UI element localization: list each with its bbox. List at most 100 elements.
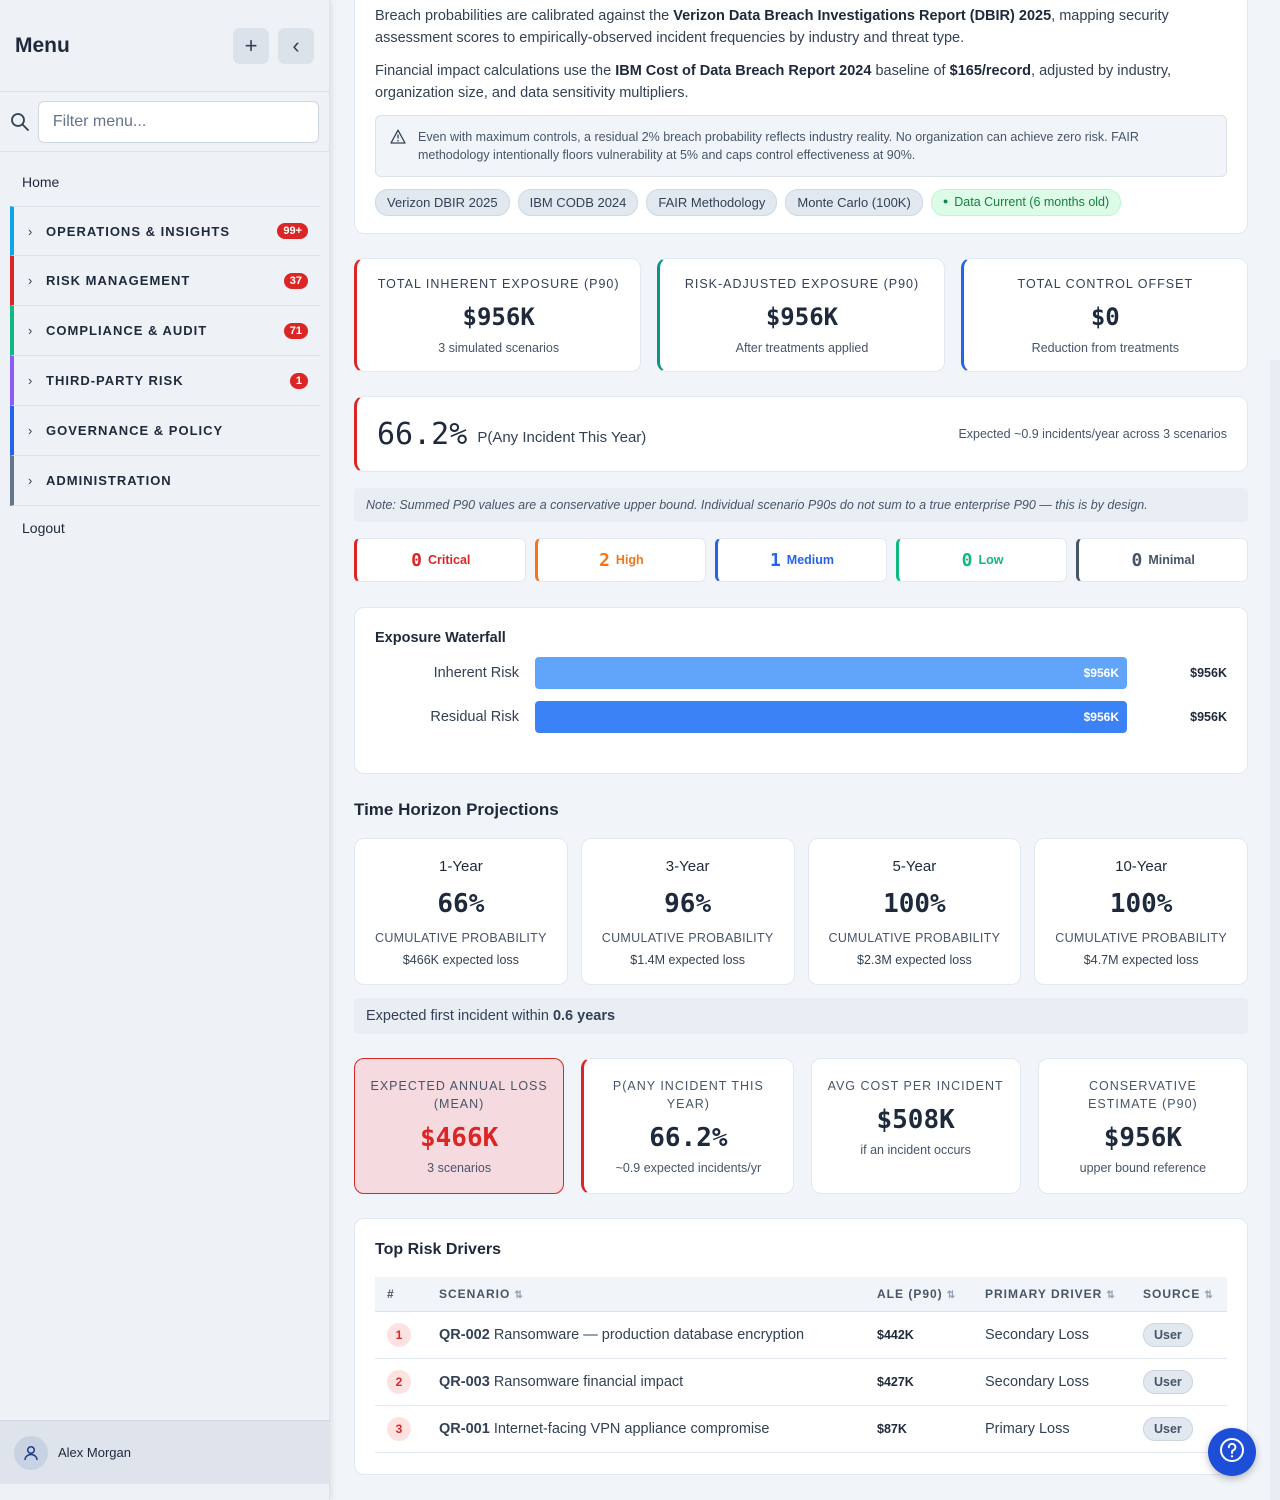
incident-probability-card: P(ANY INCIDENT THIS YEAR) 66.2% ~0.9 exp… xyxy=(581,1058,794,1194)
scenario-id[interactable]: QR-003 xyxy=(439,1373,490,1390)
count-badge: 99+ xyxy=(277,223,308,239)
collapse-sidebar-button[interactable]: ‹ xyxy=(278,27,314,64)
horizon-expected-loss: $2.3M expected loss xyxy=(857,953,972,967)
waterfall-label: Inherent Risk xyxy=(433,665,519,681)
kpi-value: $956K xyxy=(462,303,535,331)
horizon-card-3-year: 3-Year 96% CUMULATIVE PROBABILITY $1.4M … xyxy=(580,838,795,985)
source-badge: User xyxy=(1143,1416,1193,1441)
column-header-primary-driver[interactable]: PRIMARY DRIVER ⇅ xyxy=(973,1277,1131,1312)
add-button[interactable]: + xyxy=(233,27,269,64)
sidebar-group-operations-insights[interactable]: › OPERATIONS & INSIGHTS 99+ xyxy=(10,206,320,256)
sidebar-group-administration[interactable]: › ADMINISTRATION xyxy=(10,456,320,506)
sidebar-item-home[interactable]: Home xyxy=(22,174,60,190)
sort-icon[interactable]: ⇅ xyxy=(946,1289,957,1301)
scrollbar[interactable] xyxy=(1270,360,1280,1500)
time-horizon-title: Time Horizon Projections xyxy=(354,800,559,819)
scenario-name[interactable]: Ransomware financial impact xyxy=(493,1373,684,1390)
table-row[interactable]: 3 QR-001 Internet-facing VPN appliance c… xyxy=(375,1405,1227,1453)
sort-icon[interactable]: ⇅ xyxy=(514,1289,524,1301)
column-header-ale[interactable]: ALE (P90) ⇅ xyxy=(865,1277,973,1312)
horizon-expected-loss: $4.7M expected loss xyxy=(1083,953,1199,967)
severity-count: 0 xyxy=(411,549,423,571)
sort-icon[interactable]: ⇅ xyxy=(1204,1289,1214,1301)
severity-high[interactable]: 2 High xyxy=(534,538,707,582)
help-button[interactable] xyxy=(1208,1428,1256,1476)
severity-critical[interactable]: 0 Critical xyxy=(354,538,526,582)
waterfall-track: $956K xyxy=(535,657,1127,689)
waterfall-bar: $956K xyxy=(535,701,1127,733)
severity-label: High xyxy=(615,553,644,567)
kpi-label: RISK-ADJUSTED EXPOSURE (P90) xyxy=(684,277,920,291)
scenario-name[interactable]: Ransomware — production database encrypt… xyxy=(493,1326,805,1343)
group-label: COMPLIANCE & AUDIT xyxy=(46,323,208,338)
scenario-name[interactable]: Internet-facing VPN appliance compromise xyxy=(493,1420,770,1437)
sort-icon[interactable]: ⇅ xyxy=(1106,1289,1116,1301)
severity-medium[interactable]: 1 Medium xyxy=(715,538,887,582)
top-risk-drivers: Top Risk Drivers # SCENARIO ⇅ ALE (P90) ⇅ … xyxy=(354,1218,1248,1475)
kpi-value: $0 xyxy=(1090,303,1120,331)
count-badge: 71 xyxy=(283,322,308,339)
kpi-subtext: 3 simulated scenarios xyxy=(438,341,560,355)
column-header-source[interactable]: SOURCE ⇅ xyxy=(1131,1277,1227,1312)
column-header-rank: # xyxy=(375,1277,427,1312)
search-icon xyxy=(10,112,38,132)
summary-label: CONSERVATIVE ESTIMATE (P90) xyxy=(1088,1079,1198,1111)
severity-minimal[interactable]: 0 Minimal xyxy=(1076,538,1248,582)
horizon-label: CUMULATIVE PROBABILITY xyxy=(375,931,547,945)
ale-value: $442K xyxy=(865,1311,973,1359)
user-name: Alex Morgan xyxy=(58,1445,131,1460)
waterfall-bar: $956K xyxy=(535,657,1127,689)
summary-label: AVG COST PER INCIDENT xyxy=(827,1079,1004,1093)
scenario-id[interactable]: QR-002 xyxy=(439,1326,490,1343)
severity-counts: 0 Critical 2 High 1 Medium 0 Low 0 Minimal xyxy=(354,538,1248,582)
waterfall-label: Residual Risk xyxy=(430,709,519,725)
loss-summary-cards: EXPECTED ANNUAL LOSS (MEAN) $466K 3 scen… xyxy=(354,1058,1248,1194)
help-icon xyxy=(1219,1437,1245,1468)
filter-menu-input[interactable] xyxy=(37,100,319,143)
kpi-subtext: Reduction from treatments xyxy=(1031,341,1179,355)
sidebar-group-third-party-risk[interactable]: › THIRD-PARTY RISK 1 xyxy=(10,356,320,406)
logout-link[interactable]: Logout xyxy=(22,520,65,536)
chevron-right-icon: › xyxy=(28,473,33,488)
sidebar-title: Menu xyxy=(15,33,70,57)
group-label: THIRD-PARTY RISK xyxy=(46,373,184,388)
severity-low[interactable]: 0 Low xyxy=(895,538,1068,582)
group-label: GOVERNANCE & POLICY xyxy=(46,423,224,438)
sidebar-header: Menu + ‹ xyxy=(0,0,329,92)
source-pill: IBM CODB 2024 xyxy=(517,189,639,216)
summary-value: 66.2% xyxy=(649,1123,728,1153)
rank-badge: 1 xyxy=(387,1322,411,1347)
source-badge: User xyxy=(1143,1322,1193,1347)
chevron-right-icon: › xyxy=(28,273,33,288)
horizon-period: 1-Year xyxy=(439,858,483,875)
ibm-paragraph: Financial impact calculations use the IB… xyxy=(375,63,1172,101)
group-label: RISK MANAGEMENT xyxy=(46,273,191,288)
time-horizon-cards: 1-Year 66% CUMULATIVE PROBABILITY $466K … xyxy=(354,838,1248,985)
waterfall-end-value: $956K xyxy=(1190,666,1227,680)
primary-driver: Secondary Loss xyxy=(973,1311,1131,1359)
chevron-right-icon: › xyxy=(28,323,33,338)
sidebar-group-governance-policy[interactable]: › GOVERNANCE & POLICY xyxy=(10,406,320,456)
severity-label: Low xyxy=(978,553,1004,567)
horizon-period: 5-Year xyxy=(892,858,937,875)
source-pill: FAIR Methodology xyxy=(646,189,778,216)
source-pill: Verizon DBIR 2025 xyxy=(375,189,510,216)
horizon-value: 100% xyxy=(883,889,946,919)
primary-driver: Primary Loss xyxy=(973,1405,1131,1453)
severity-count: 2 xyxy=(599,549,610,571)
table-row[interactable]: 2 QR-003 Ransomware financial impact $42… xyxy=(375,1358,1227,1406)
column-header-scenario[interactable]: SCENARIO ⇅ xyxy=(427,1277,865,1312)
sidebar-group-compliance-audit[interactable]: › COMPLIANCE & AUDIT 71 xyxy=(10,306,320,356)
exposure-kpis: TOTAL INHERENT EXPOSURE (P90) $956K 3 si… xyxy=(354,258,1248,372)
user-profile[interactable]: Alex Morgan xyxy=(0,1420,330,1484)
severity-label: Minimal xyxy=(1148,553,1195,567)
summary-label: P(ANY INCIDENT THIS YEAR) xyxy=(612,1079,764,1111)
severity-label: Medium xyxy=(786,553,835,567)
table-row[interactable]: 1 QR-002 Ransomware — production databas… xyxy=(375,1311,1227,1359)
sidebar-group-risk-management[interactable]: › RISK MANAGEMENT 37 xyxy=(10,256,320,306)
expected-annual-loss-card: EXPECTED ANNUAL LOSS (MEAN) $466K 3 scen… xyxy=(354,1058,565,1194)
sidebar: Menu + ‹ Home › OPERATIONS & INSIGHTS 99… xyxy=(0,0,330,1500)
conservative-estimate-card: CONSERVATIVE ESTIMATE (P90) $956K upper … xyxy=(1037,1058,1248,1194)
kpi-control-offset: TOTAL CONTROL OFFSET $0 Reduction from t… xyxy=(960,258,1248,372)
scenario-id[interactable]: QR-001 xyxy=(439,1420,490,1437)
